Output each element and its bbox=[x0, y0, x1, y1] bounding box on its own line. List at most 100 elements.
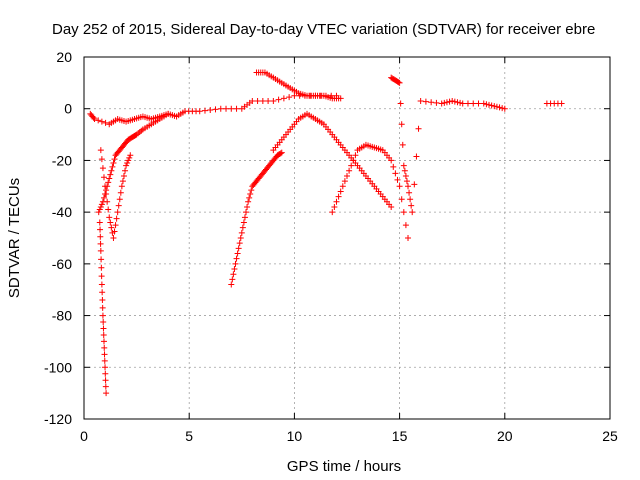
data-point bbox=[397, 100, 404, 107]
y-tick-label: -100 bbox=[44, 359, 72, 375]
data-point bbox=[558, 100, 565, 107]
data-point bbox=[405, 235, 412, 241]
grid-lines bbox=[84, 57, 610, 419]
data-point bbox=[223, 105, 230, 112]
data-point bbox=[235, 245, 242, 252]
data-point bbox=[107, 171, 114, 178]
data-point bbox=[277, 150, 284, 157]
data-point bbox=[280, 95, 287, 102]
data-point bbox=[337, 188, 344, 195]
data-point bbox=[101, 344, 108, 351]
data-point bbox=[97, 203, 104, 210]
data-point bbox=[102, 364, 109, 371]
data-point bbox=[451, 98, 458, 105]
data-point bbox=[95, 117, 102, 124]
data-point bbox=[244, 203, 251, 210]
x-tick-label: 5 bbox=[185, 428, 193, 444]
data-point bbox=[230, 271, 237, 278]
y-tick-label: -20 bbox=[52, 152, 72, 168]
data-point bbox=[123, 162, 130, 169]
data-point bbox=[98, 156, 105, 163]
data-point bbox=[411, 181, 418, 188]
data-point bbox=[417, 97, 424, 104]
data-point bbox=[399, 141, 406, 148]
data-point bbox=[212, 106, 219, 113]
data-point bbox=[395, 79, 402, 86]
data-point bbox=[106, 214, 113, 221]
data-point bbox=[106, 175, 113, 182]
data-point bbox=[475, 100, 482, 107]
data-point bbox=[102, 370, 109, 377]
data-point bbox=[344, 172, 350, 179]
data-point bbox=[90, 114, 97, 121]
data-point bbox=[480, 100, 487, 107]
data-point bbox=[464, 100, 471, 107]
data-point bbox=[100, 319, 107, 326]
data-point bbox=[415, 125, 422, 132]
data-point bbox=[396, 79, 403, 86]
series-upper-arc bbox=[253, 69, 344, 102]
data-point bbox=[127, 152, 134, 159]
data-point bbox=[486, 101, 493, 108]
series-near-zero-band bbox=[87, 92, 340, 128]
data-point bbox=[97, 233, 104, 240]
data-point bbox=[111, 228, 118, 235]
data-point bbox=[335, 193, 342, 200]
data-point bbox=[402, 172, 409, 179]
data-point bbox=[99, 289, 106, 296]
data-point bbox=[229, 276, 236, 283]
data-point bbox=[97, 240, 104, 247]
data-point bbox=[413, 153, 420, 160]
data-point bbox=[102, 377, 109, 384]
data-point bbox=[96, 219, 103, 226]
data-point bbox=[459, 100, 466, 107]
data-point bbox=[241, 214, 248, 221]
data-point bbox=[217, 105, 224, 112]
data-point bbox=[111, 156, 118, 163]
y-tick-label: -80 bbox=[52, 308, 72, 324]
data-point bbox=[233, 255, 240, 262]
data-point bbox=[118, 183, 125, 190]
data-point bbox=[239, 224, 246, 231]
data-point bbox=[108, 167, 115, 174]
data-point bbox=[398, 121, 405, 128]
data-point bbox=[98, 281, 105, 288]
data-point bbox=[348, 162, 355, 169]
data-point bbox=[337, 95, 344, 102]
data-point bbox=[488, 102, 495, 109]
data-point bbox=[254, 97, 261, 104]
data-point bbox=[234, 250, 241, 257]
data-point bbox=[126, 154, 133, 161]
data-point bbox=[98, 264, 105, 271]
data-point bbox=[102, 191, 109, 198]
data-point bbox=[457, 99, 464, 106]
data-point bbox=[346, 167, 353, 174]
series-steep-descent-C bbox=[95, 110, 172, 216]
y-axis-label: SDTVAR / TECUs bbox=[6, 178, 23, 298]
data-point bbox=[483, 101, 490, 108]
data-point bbox=[95, 209, 102, 216]
data-point bbox=[101, 357, 108, 364]
data-point bbox=[105, 179, 112, 186]
data-point bbox=[403, 178, 410, 185]
data-point bbox=[99, 312, 106, 319]
data-point bbox=[165, 110, 172, 117]
data-point bbox=[102, 119, 109, 126]
axes-frame bbox=[83, 56, 611, 420]
data-point bbox=[352, 152, 359, 159]
data-point bbox=[339, 183, 346, 190]
y-tick-label: 0 bbox=[64, 101, 72, 117]
data-point bbox=[333, 198, 340, 205]
x-tick-label: 10 bbox=[287, 428, 303, 444]
data-point bbox=[400, 209, 407, 216]
data-point bbox=[470, 100, 477, 107]
x-axis-label: GPS time / hours bbox=[287, 458, 401, 475]
data-point bbox=[278, 149, 285, 156]
y-axis-ticks: -120 -100 -80 -60 -40 -20 0 20 bbox=[44, 49, 610, 427]
data-point bbox=[97, 247, 104, 254]
data-point bbox=[125, 157, 132, 164]
data-point bbox=[103, 390, 110, 397]
data-point bbox=[105, 206, 112, 213]
data-point bbox=[97, 226, 104, 233]
